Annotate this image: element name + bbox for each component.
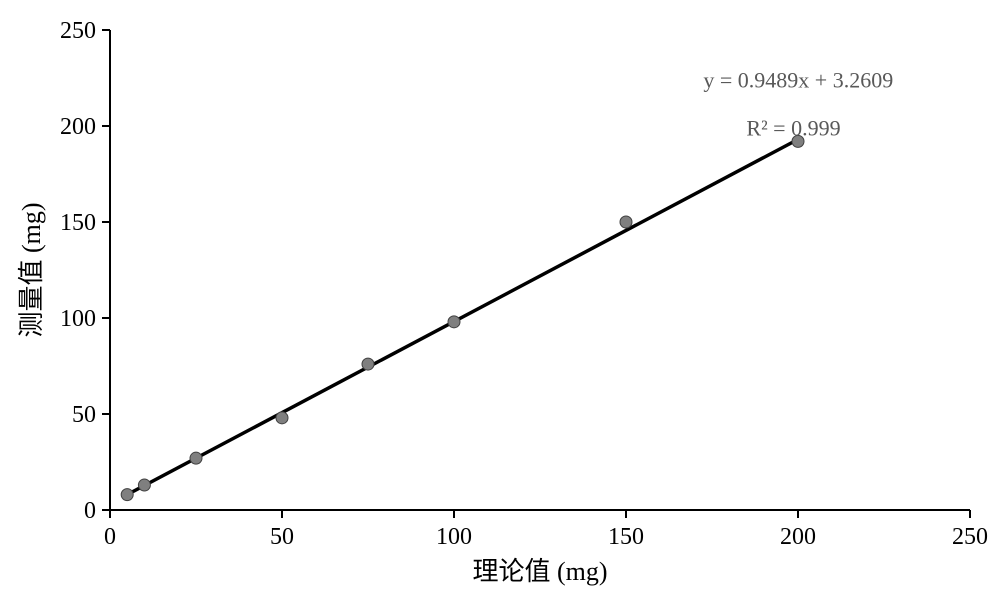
y-tick-label: 250: [60, 18, 96, 44]
x-tick-label: 50: [270, 524, 294, 550]
calibration-chart: 0 50 100 150 200 250 0 50 100 150 200 250 理论值 (mg) 测量…: [0, 0, 1000, 610]
equation-annotation: y = 0.9489x + 3.2609: [703, 68, 893, 93]
trend-line: [127, 139, 798, 494]
data-point: [138, 479, 150, 491]
y-tick-label: 0: [84, 498, 96, 524]
x-tick-label: 200: [780, 524, 816, 550]
data-point: [276, 412, 288, 424]
x-tick-label: 250: [952, 524, 988, 550]
data-point: [190, 452, 202, 464]
data-point: [448, 316, 460, 328]
x-tick-label: 0: [104, 524, 116, 550]
chart-svg: 0 50 100 150 200 250 0 50 100 150 200 250 理论值 (mg) 测量…: [0, 0, 1000, 610]
data-point: [121, 489, 133, 501]
data-point: [620, 216, 632, 228]
y-tick-label: 150: [60, 210, 96, 236]
y-axis-title: 测量值 (mg): [17, 202, 46, 337]
y-tick-label: 100: [60, 306, 96, 332]
r-squared-annotation: R² = 0.999: [746, 116, 840, 141]
x-tick-label: 100: [436, 524, 472, 550]
y-tick-label: 200: [60, 114, 96, 140]
x-axis-title: 理论值 (mg): [472, 557, 607, 586]
y-tick-label: 50: [72, 402, 96, 428]
data-point: [362, 358, 374, 370]
x-tick-label: 150: [608, 524, 644, 550]
